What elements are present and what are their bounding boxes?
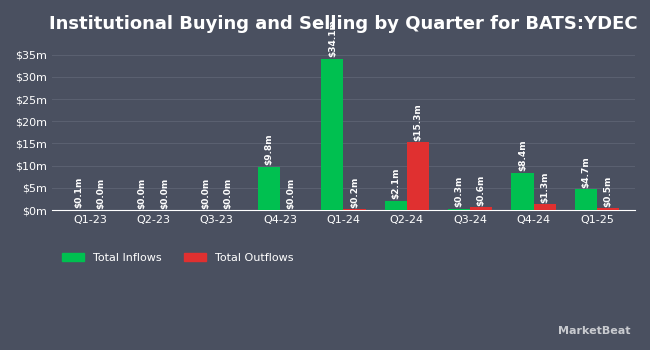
Text: $0.2m: $0.2m bbox=[350, 176, 359, 208]
Text: MarketBeat: MarketBeat bbox=[558, 326, 630, 336]
Text: $0.0m: $0.0m bbox=[160, 177, 169, 209]
Bar bbox=[512, 173, 534, 210]
Bar bbox=[343, 209, 365, 210]
Bar bbox=[575, 189, 597, 210]
Bar bbox=[385, 201, 407, 210]
Text: $0.5m: $0.5m bbox=[604, 175, 612, 206]
Text: $1.3m: $1.3m bbox=[540, 172, 549, 203]
Legend: Total Inflows, Total Outflows: Total Inflows, Total Outflows bbox=[57, 248, 298, 267]
Text: $0.1m: $0.1m bbox=[74, 177, 83, 208]
Text: $15.3m: $15.3m bbox=[413, 103, 423, 141]
Text: $0.0m: $0.0m bbox=[201, 177, 210, 209]
Title: Institutional Buying and Selling by Quarter for BATS:YDEC: Institutional Buying and Selling by Quar… bbox=[49, 15, 638, 33]
Bar bbox=[448, 209, 470, 210]
Text: $0.0m: $0.0m bbox=[96, 177, 105, 209]
Bar bbox=[258, 167, 280, 210]
Bar bbox=[321, 58, 343, 210]
Text: $0.6m: $0.6m bbox=[477, 175, 486, 206]
Bar bbox=[470, 208, 493, 210]
Text: $0.3m: $0.3m bbox=[454, 176, 463, 208]
Text: $34.1m: $34.1m bbox=[328, 19, 337, 57]
Bar bbox=[597, 208, 619, 210]
Bar bbox=[407, 142, 429, 210]
Text: $0.0m: $0.0m bbox=[223, 177, 232, 209]
Bar bbox=[534, 204, 556, 210]
Text: $4.7m: $4.7m bbox=[581, 156, 590, 188]
Text: $9.8m: $9.8m bbox=[265, 134, 274, 165]
Text: $0.0m: $0.0m bbox=[287, 177, 296, 209]
Text: $0.0m: $0.0m bbox=[138, 177, 147, 209]
Text: $2.1m: $2.1m bbox=[391, 168, 400, 200]
Text: $8.4m: $8.4m bbox=[518, 140, 527, 172]
